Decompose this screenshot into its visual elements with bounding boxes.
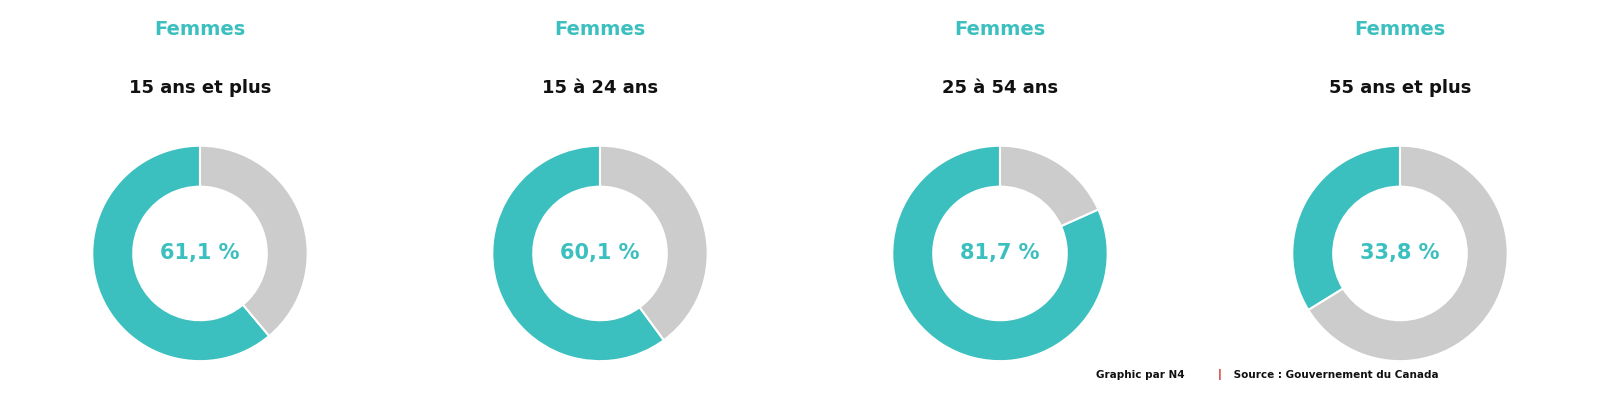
Wedge shape <box>893 146 1107 361</box>
Text: 33,8 %: 33,8 % <box>1360 244 1440 263</box>
Text: Femmes: Femmes <box>954 20 1046 39</box>
Wedge shape <box>1309 146 1507 361</box>
Text: Source : Gouvernement du Canada: Source : Gouvernement du Canada <box>1230 370 1438 380</box>
Text: 81,7 %: 81,7 % <box>960 244 1040 263</box>
Text: |: | <box>1218 369 1221 380</box>
Wedge shape <box>1000 146 1098 226</box>
Text: 61,1 %: 61,1 % <box>160 244 240 263</box>
Text: 25 à 54 ans: 25 à 54 ans <box>942 79 1058 97</box>
Text: Femmes: Femmes <box>154 20 246 39</box>
Wedge shape <box>493 146 664 361</box>
Text: Graphic par N4: Graphic par N4 <box>1096 370 1189 380</box>
Text: 60,1 %: 60,1 % <box>560 244 640 263</box>
Wedge shape <box>600 146 707 340</box>
Text: Femmes: Femmes <box>554 20 646 39</box>
Wedge shape <box>1293 146 1400 310</box>
Text: 55 ans et plus: 55 ans et plus <box>1330 79 1470 97</box>
Wedge shape <box>200 146 307 336</box>
Text: 15 à 24 ans: 15 à 24 ans <box>542 79 658 97</box>
Text: 15 ans et plus: 15 ans et plus <box>130 79 270 97</box>
Text: Femmes: Femmes <box>1354 20 1446 39</box>
Wedge shape <box>93 146 269 361</box>
